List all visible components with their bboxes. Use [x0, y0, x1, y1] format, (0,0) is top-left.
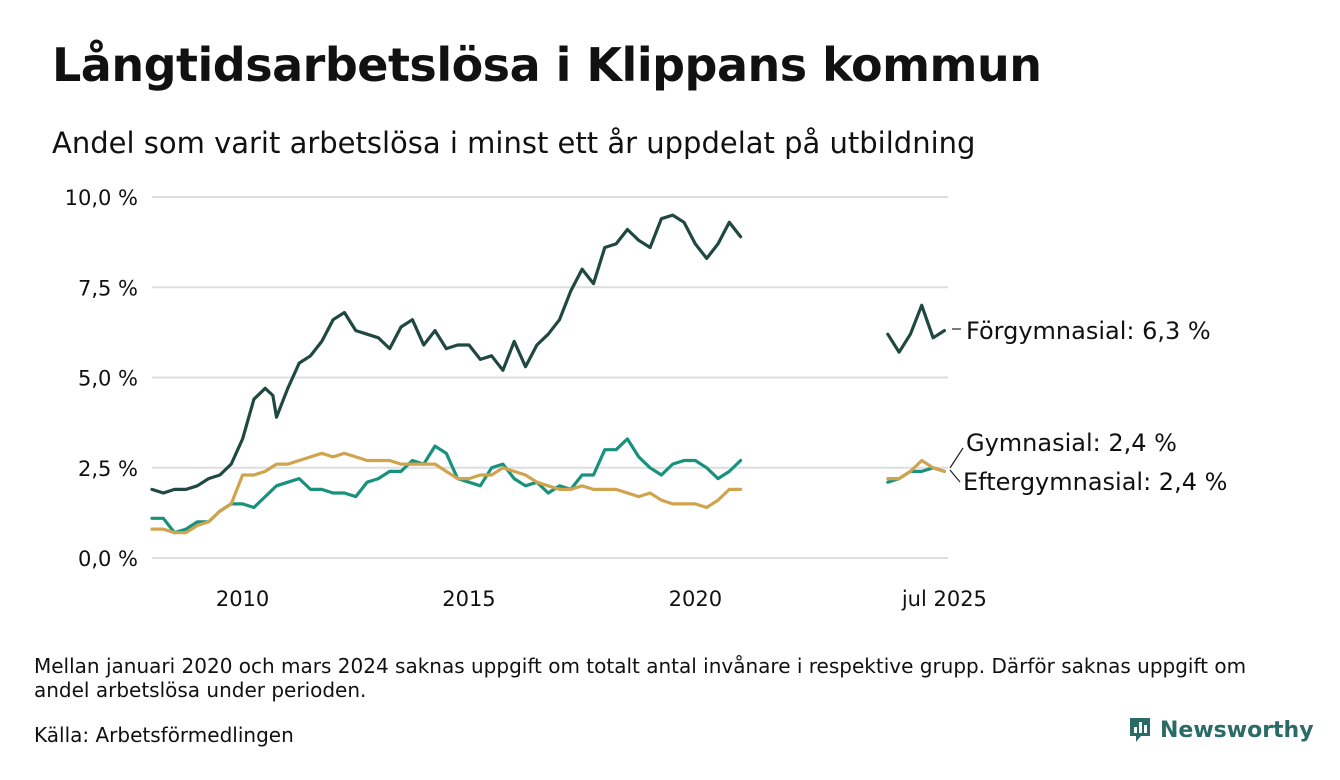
bar-chart-icon — [1130, 718, 1150, 742]
y-axis-ticks: 0,0 % 2,5 % 5,0 % 7,5 % 10,0 % — [65, 186, 138, 571]
x-tick-label: 2020 — [669, 587, 722, 611]
chart-subtitle: Andel som varit arbetslösa i minst ett å… — [52, 126, 976, 160]
source-note: Källa: Arbetsförmedlingen — [34, 723, 294, 747]
x-tick-label: jul 2025 — [901, 587, 987, 611]
footnote: Mellan januari 2020 och mars 2024 saknas… — [34, 654, 1247, 702]
series-line-eftergymnasial — [150, 451, 743, 535]
label-leader-line — [949, 447, 964, 469]
series-lines — [150, 213, 946, 535]
brand-logo: Newsworthy — [1128, 716, 1314, 744]
y-tick-label: 7,5 % — [78, 276, 138, 300]
series-line-gymnasial — [150, 437, 743, 535]
series-line-eftergymnasial — [886, 458, 946, 481]
series-line-förgymnasial — [150, 213, 743, 495]
y-tick-label: 0,0 % — [78, 547, 138, 571]
x-tick-label: 2015 — [442, 587, 495, 611]
y-tick-label: 2,5 % — [78, 457, 138, 481]
series-end-labels: Förgymnasial: 6,3 % Gymnasial: 2,4 % Efter… — [949, 317, 1227, 496]
series-line-förgymnasial — [886, 303, 946, 354]
brand-name: Newsworthy — [1160, 717, 1314, 743]
x-tick-label: 2010 — [216, 587, 269, 611]
y-tick-label: 5,0 % — [78, 367, 138, 391]
gridlines — [152, 196, 948, 559]
series-end-label-eftergymnasial: Eftergymnasial: 2,4 % — [963, 468, 1227, 496]
series-end-label-gymnasial: Gymnasial: 2,4 % — [966, 429, 1177, 457]
y-tick-label: 10,0 % — [65, 186, 138, 210]
x-axis-ticks: 2010 2015 2020 jul 2025 — [216, 587, 987, 611]
chart-title: Långtidsarbetslösa i Klippans kommun — [52, 38, 1042, 92]
label-leader-line — [949, 469, 961, 483]
line-chart: 0,0 % 2,5 % 5,0 % 7,5 % 10,0 % 2010 2015 2020 j… — [65, 186, 1228, 611]
series-end-label-förgymnasial: Förgymnasial: 6,3 % — [966, 317, 1211, 345]
